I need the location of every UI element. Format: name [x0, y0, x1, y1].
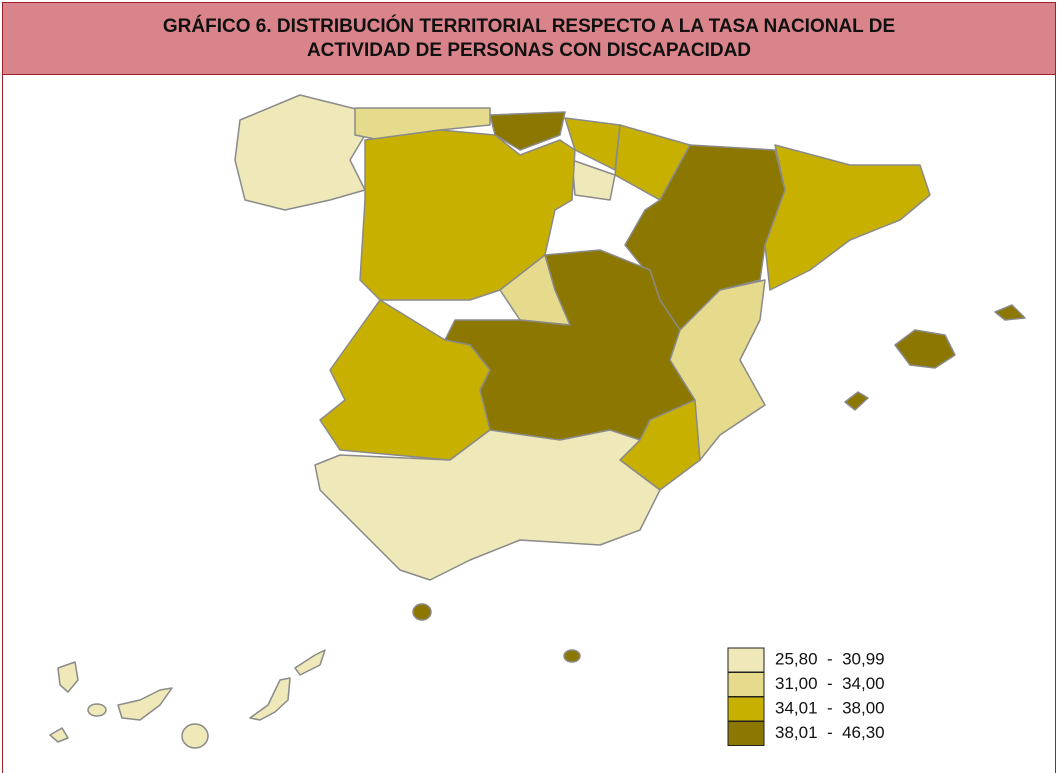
region [294, 649, 326, 676]
region [994, 304, 1026, 321]
region [844, 391, 869, 411]
legend-swatch [727, 721, 765, 746]
region [87, 703, 107, 717]
region [489, 111, 566, 151]
region [359, 129, 576, 301]
legend-swatch [727, 672, 765, 697]
region [764, 144, 931, 291]
region [563, 649, 581, 663]
legend-label: 34,01 - 38,00 [775, 698, 885, 717]
region [314, 429, 661, 581]
region [49, 727, 69, 743]
region [571, 159, 616, 201]
region [181, 723, 209, 749]
region [412, 603, 432, 621]
legend-label: 38,01 - 46,30 [775, 723, 885, 742]
legend-swatch [727, 696, 765, 722]
regions [49, 94, 1026, 749]
region [894, 329, 956, 369]
region [117, 687, 173, 721]
region [234, 94, 366, 211]
legend-swatch [727, 647, 765, 673]
legend-label: 31,00 - 34,00 [775, 674, 885, 693]
legend-label: 25,80 - 30,99 [775, 649, 885, 668]
title: GRÁFICO 6. DISTRIBUCIÓN TERRITORIAL RESP… [3, 3, 1055, 75]
region [249, 677, 291, 721]
region [57, 661, 79, 693]
